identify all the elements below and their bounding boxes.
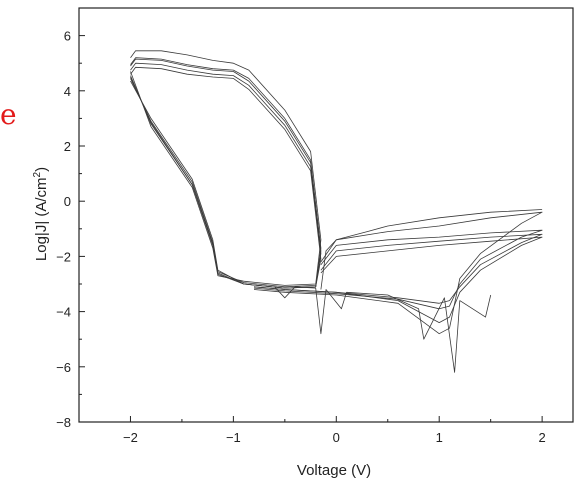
iv-sweep-curve-11: [274, 286, 492, 373]
iv-sweep-curve-6: [253, 233, 543, 304]
iv-sweep-curve-9: [253, 211, 543, 335]
y-axis-label-main: Log|J| (A/cm: [33, 177, 50, 261]
y-axis-label-superscript: 2: [32, 171, 43, 177]
iv-sweep-curve-8: [253, 236, 543, 323]
y-axis-label: Log|J| (A/cm2): [32, 167, 50, 261]
y-tick-label: 2: [64, 139, 71, 154]
y-tick-label: 0: [64, 194, 71, 209]
stray-red-letter: e: [0, 98, 17, 131]
x-tick-label: 1: [436, 430, 443, 445]
iv-sweep-curve-2: [130, 62, 322, 288]
x-axis-ticks: −2 −1 0 1 2: [123, 416, 546, 445]
x-tick-label: −2: [123, 430, 138, 445]
iv-sweep-curve-1: [130, 58, 322, 289]
x-tick-label: 2: [539, 430, 546, 445]
iv-sweep-curve-3: [130, 66, 322, 289]
iv-sweep-curve-10: [320, 209, 543, 290]
y-tick-label: −8: [56, 415, 71, 430]
x-tick-label: −1: [226, 430, 241, 445]
iv-sweep-curve-7: [253, 229, 543, 310]
plot-frame: [78, 7, 574, 423]
curve-group: [130, 50, 543, 373]
x-axis-label: Voltage (V): [297, 462, 371, 479]
y-tick-label: −6: [56, 360, 71, 375]
x-tick-label: 0: [333, 430, 340, 445]
iv-sweep-curve-4: [130, 50, 322, 286]
y-tick-label: 6: [64, 29, 71, 44]
iv-sweep-curve-5: [130, 57, 322, 289]
y-axis-label-close: ): [33, 167, 50, 172]
y-axis-ticks: 6 4 2 0 −2 −4 −6 −8: [56, 29, 85, 430]
y-tick-label: 4: [64, 84, 71, 99]
y-tick-label: −4: [56, 305, 71, 320]
y-tick-label: −2: [56, 249, 71, 264]
